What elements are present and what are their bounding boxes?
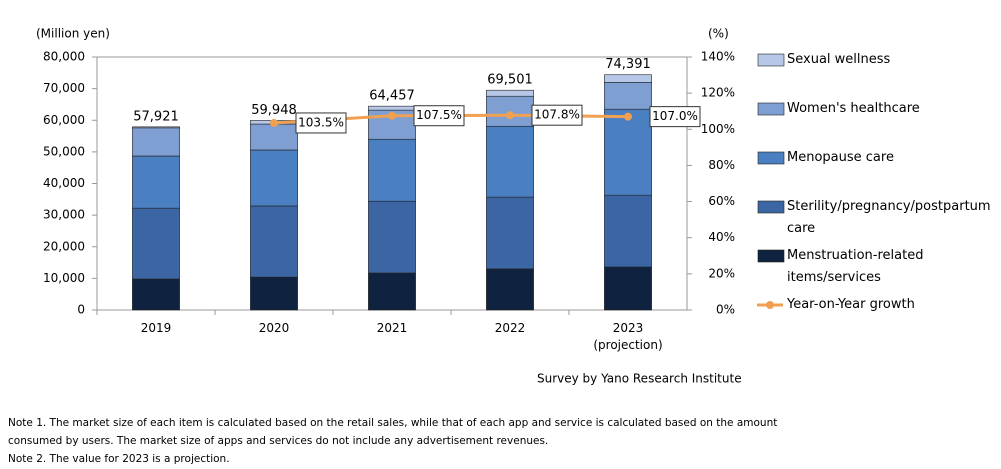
note: Note 1. The market size of each item is … xyxy=(8,417,778,447)
y2-tick-label: 40% xyxy=(708,230,735,244)
label-box xyxy=(413,105,465,127)
y-tick-label: 70,000 xyxy=(43,81,85,95)
data-label: 107.8% xyxy=(534,108,580,122)
y2-axis-label: (%) xyxy=(708,27,729,41)
line-marker xyxy=(624,112,632,121)
legend-swatch xyxy=(766,301,774,309)
bar-segment xyxy=(604,194,652,268)
bar-segment xyxy=(250,205,298,278)
y2-tick-label: 80% xyxy=(708,158,735,172)
legend-swatch xyxy=(757,151,785,165)
label-box xyxy=(531,104,583,126)
legend-swatch xyxy=(757,102,785,116)
total-label: 64,457 xyxy=(369,89,415,104)
bar-segment xyxy=(368,105,416,111)
bar-segment xyxy=(368,138,416,202)
legend-label: Year-on-Year growth xyxy=(787,297,915,312)
bar-segment xyxy=(250,123,298,151)
x-tick-label: 2023 (projection) xyxy=(593,321,663,352)
legend-label: Menstruation-related items/services xyxy=(787,248,924,285)
y-tick-label: 60,000 xyxy=(43,113,85,127)
total-label: 57,921 xyxy=(133,109,179,124)
bar-segment xyxy=(132,126,180,129)
bar-segment xyxy=(368,272,416,311)
bar-segment xyxy=(486,125,534,198)
bar-segment xyxy=(486,268,534,311)
bar-segment xyxy=(132,207,180,280)
bar-segment xyxy=(604,108,652,196)
bar-segment xyxy=(250,276,298,311)
note: Note 2. The value for 2023 is a projecti… xyxy=(8,453,230,465)
y-tick-label: 10,000 xyxy=(43,271,85,285)
legend-label: Menopause care xyxy=(787,150,894,165)
legend-swatch xyxy=(757,200,785,214)
label-box xyxy=(649,106,701,128)
bar-segment xyxy=(250,149,298,207)
y-axis-label: (Million yen) xyxy=(36,27,110,41)
data-label: 107.5% xyxy=(416,108,462,122)
y2-tick-label: 140% xyxy=(701,50,735,64)
y-tick-label: 50,000 xyxy=(43,144,85,158)
y2-tick-label: 60% xyxy=(708,194,735,208)
legend-label: Sexual wellness xyxy=(787,52,891,67)
bar-segment xyxy=(604,74,652,83)
total-label: 59,948 xyxy=(251,103,297,118)
x-tick-label: 2020 xyxy=(258,321,290,335)
bar-segment xyxy=(604,82,652,110)
x-tick-label: 2021 xyxy=(376,321,408,335)
label-box xyxy=(295,112,347,134)
legend-label: Sterility/pregnancy/postpartum care xyxy=(787,199,991,236)
total-label: 69,501 xyxy=(487,73,533,88)
y-tick-label: 30,000 xyxy=(43,208,85,222)
data-label: 103.5% xyxy=(298,115,344,129)
y2-tick-label: 100% xyxy=(701,122,735,136)
bar-segment xyxy=(132,278,180,311)
line-marker xyxy=(506,111,514,120)
source: Survey by Yano Research Institute xyxy=(537,372,742,386)
bar-segment xyxy=(486,196,534,270)
y2-tick-label: 20% xyxy=(708,266,735,280)
y-tick-label: 80,000 xyxy=(43,50,85,64)
y2-tick-label: 120% xyxy=(701,86,735,100)
bar-segment xyxy=(486,89,534,97)
line-marker xyxy=(388,111,396,120)
bar-segment xyxy=(132,127,180,157)
y2-tick-label: 0% xyxy=(716,303,735,317)
data-label: 107.0% xyxy=(652,109,698,123)
x-tick-label: 2022 xyxy=(494,321,526,335)
bar-segment xyxy=(132,155,180,209)
x-tick-label: 2019 xyxy=(140,321,172,335)
bar-segment xyxy=(604,266,652,311)
legend-swatch xyxy=(757,249,785,263)
bar-segment xyxy=(368,200,416,274)
legend-label: Women's healthcare xyxy=(787,101,920,116)
total-label: 74,391 xyxy=(605,57,651,72)
y-tick-label: 20,000 xyxy=(43,239,85,253)
y-tick-label: 40,000 xyxy=(43,176,85,190)
y-tick-label: 0 xyxy=(77,303,85,317)
legend-swatch xyxy=(757,53,785,67)
line-marker xyxy=(270,118,278,127)
